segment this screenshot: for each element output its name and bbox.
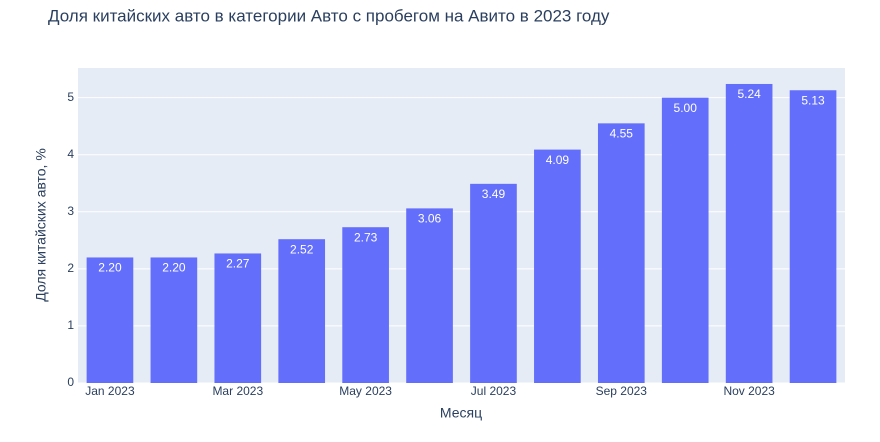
- bar: [470, 183, 517, 383]
- value-label: 5.13: [801, 93, 825, 107]
- bar: [150, 257, 198, 383]
- x-tick-label: Sep 2023: [596, 384, 648, 398]
- bar: [278, 239, 326, 383]
- x-tick-label: May 2023: [339, 384, 392, 398]
- value-label: 2.20: [98, 261, 122, 275]
- value-label: 2.73: [354, 230, 378, 244]
- value-label: 5.24: [737, 87, 761, 101]
- bar: [86, 257, 134, 383]
- x-tick-label: Jan 2023: [85, 384, 135, 398]
- x-tick-label: Jul 2023: [471, 384, 517, 398]
- value-label: 4.09: [546, 153, 570, 167]
- bar: [534, 149, 581, 383]
- bar: [725, 83, 773, 383]
- y-tick-label: 3: [67, 204, 74, 218]
- bar: [789, 90, 837, 383]
- plot-area: [78, 68, 845, 383]
- value-label: 2.20: [162, 261, 186, 275]
- y-tick-label: 4: [67, 147, 74, 161]
- bar: [661, 97, 709, 383]
- value-label: 5.00: [674, 101, 698, 115]
- value-label: 4.55: [610, 127, 634, 141]
- bar: [214, 253, 262, 383]
- bar: [597, 123, 645, 383]
- value-label: 3.06: [418, 212, 442, 226]
- y-tick-label: 0: [67, 375, 74, 389]
- value-label: 3.49: [482, 187, 506, 201]
- y-tick-label: 1: [67, 318, 74, 332]
- y-tick-label: 2: [67, 261, 74, 275]
- chart-title: Доля китайских авто в категории Авто с п…: [48, 6, 610, 25]
- x-tick-label: Nov 2023: [723, 384, 775, 398]
- bar: [342, 227, 389, 383]
- value-label: 2.52: [290, 242, 314, 256]
- x-tick-label: Mar 2023: [212, 384, 263, 398]
- value-label: 2.27: [226, 257, 250, 271]
- y-tick-label: 5: [67, 90, 74, 104]
- y-axis-label: Доля китайских авто, %: [33, 148, 49, 302]
- x-axis-label: Месяц: [440, 405, 482, 421]
- bar: [406, 208, 453, 383]
